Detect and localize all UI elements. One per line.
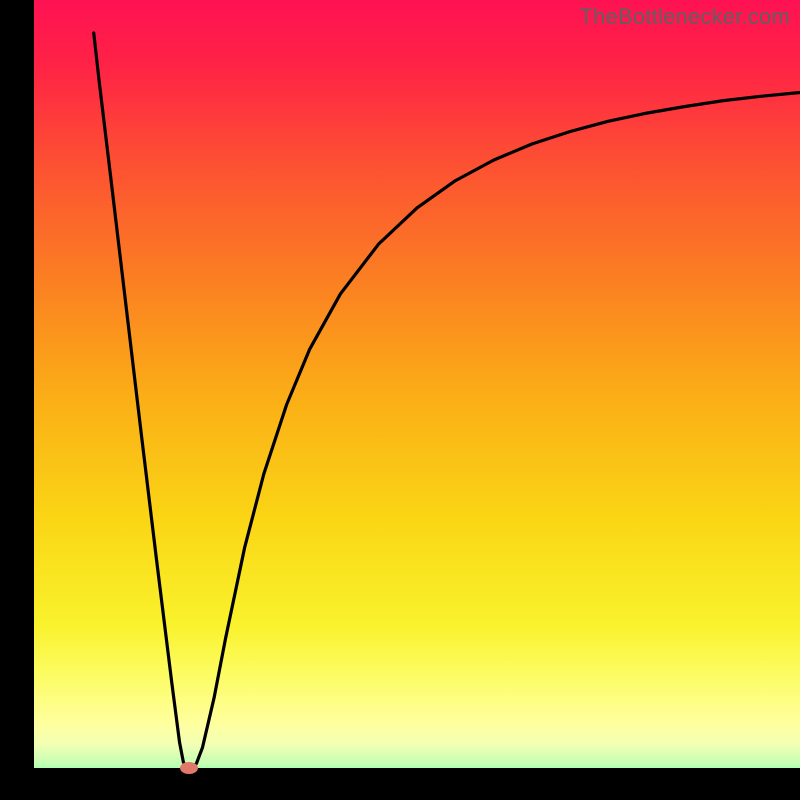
vertex-marker	[180, 762, 198, 774]
bottleneck-curve	[94, 33, 800, 768]
watermark-label: TheBottlenecker.com	[580, 4, 790, 30]
chart-curve-layer	[0, 0, 800, 800]
chart-container: TheBottlenecker.com	[0, 0, 800, 800]
